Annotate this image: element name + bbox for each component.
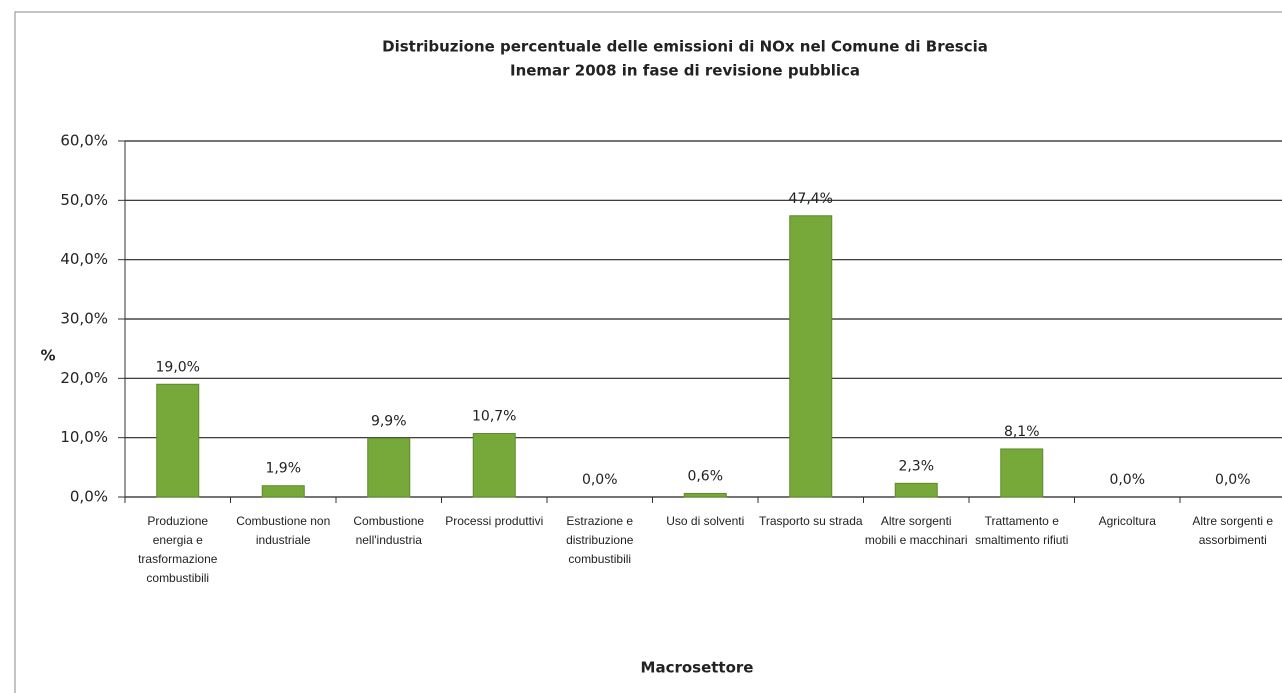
data-label: 0,0% [1109, 472, 1145, 488]
data-label: 8,1% [1004, 424, 1040, 440]
data-label: 0,0% [582, 472, 618, 488]
y-tick-label: 20,0% [60, 369, 108, 387]
data-label: 0,6% [687, 468, 723, 484]
bar [894, 482, 938, 498]
x-axis-label: Macrosettore [641, 659, 754, 677]
data-label: 19,0% [156, 359, 200, 375]
y-tick-label: 60,0% [60, 132, 108, 150]
y-tick-label: 10,0% [60, 428, 108, 446]
data-label: 47,4% [789, 191, 833, 207]
bar [156, 383, 200, 498]
bar [472, 433, 516, 498]
y-tick-label: 0,0% [70, 488, 108, 506]
data-label: 10,7% [472, 409, 516, 425]
x-tick-label: Trattamento e smaltimento rifiuti [975, 514, 1069, 547]
chart-title: Distribuzione percentuale delle emission… [382, 38, 988, 56]
x-tick-label: Estrazione e distribuzione combustibili [566, 514, 634, 566]
y-tick-label: 50,0% [60, 191, 108, 209]
chart-frame [14, 11, 1282, 693]
data-label: 9,9% [371, 413, 407, 429]
bar [1000, 448, 1044, 498]
data-label: 0,0% [1215, 472, 1251, 488]
x-tick-label: Altre sorgenti e assorbimenti [1192, 514, 1274, 547]
x-tick-label: Produzione energia e trasformazione comb… [138, 514, 218, 585]
bar [367, 437, 411, 498]
data-label: 2,3% [898, 458, 934, 474]
x-tick-label: Combustione non industriale [236, 514, 331, 547]
x-tick-label: Trasporto su strada [758, 514, 863, 528]
y-tick-label: 40,0% [60, 250, 108, 268]
x-tick-label: Processi produttivi [445, 514, 544, 528]
chart-subtitle: Inemar 2008 in fase di revisione pubblic… [510, 62, 860, 80]
y-tick-label: 30,0% [60, 310, 108, 328]
x-tick-label: Agricoltura [1098, 514, 1156, 528]
bar [789, 215, 833, 498]
bar [683, 492, 727, 498]
x-tick-label: Combustione nell'industria [353, 514, 425, 547]
bar [261, 485, 305, 498]
x-tick-label: Altre sorgenti mobili e macchinari [864, 514, 968, 547]
y-axis-label: % [40, 347, 55, 365]
data-label: 1,9% [265, 461, 301, 477]
x-tick-label: Uso di solventi [666, 514, 745, 528]
